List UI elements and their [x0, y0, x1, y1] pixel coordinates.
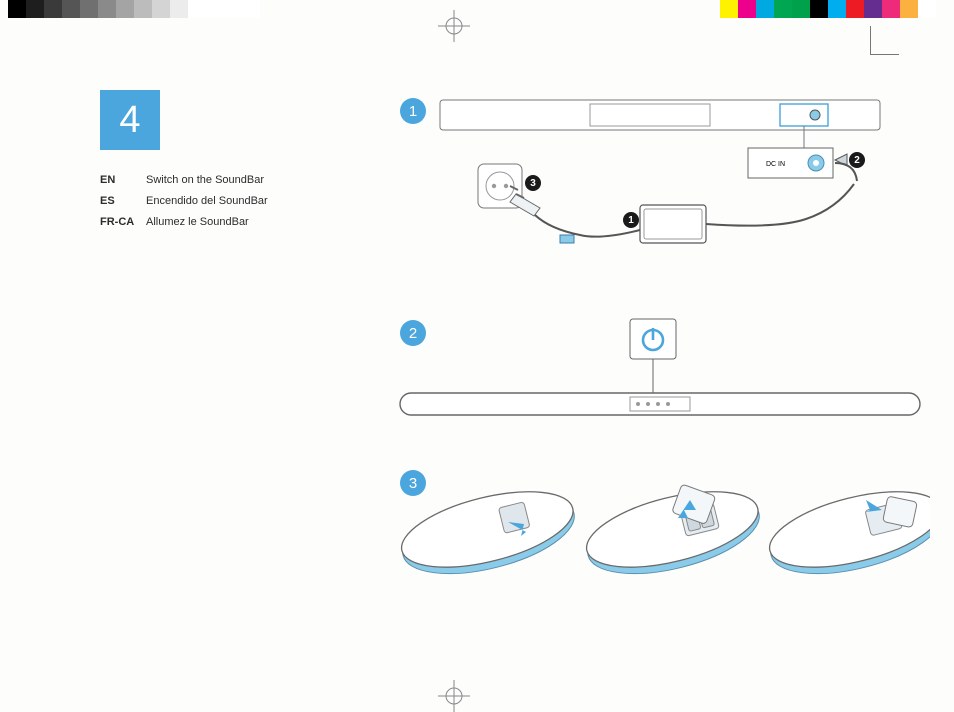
lang-code: EN: [100, 170, 146, 191]
substep-number: 3: [525, 175, 541, 191]
substep-number: 1: [623, 212, 639, 228]
swatch: [8, 0, 26, 18]
section-number-badge: 4: [100, 90, 160, 150]
swatch: [918, 0, 936, 18]
lang-text: Allumez le SoundBar: [146, 212, 249, 233]
print-grayscale-bar: [8, 0, 260, 18]
registration-mark-top: [438, 10, 470, 42]
lang-code: FR-CA: [100, 212, 146, 233]
swatch: [756, 0, 774, 18]
swatch: [98, 0, 116, 18]
language-instructions: ENSwitch on the SoundBarESEncendido del …: [100, 170, 268, 233]
lang-row: FR-CAAllumez le SoundBar: [100, 212, 268, 233]
swatch: [738, 0, 756, 18]
swatch: [80, 0, 98, 18]
swatch: [62, 0, 80, 18]
lang-row: ESEncendido del SoundBar: [100, 191, 268, 212]
swatch: [720, 0, 738, 18]
lang-text: Encendido del SoundBar: [146, 191, 268, 212]
swatch: [188, 0, 206, 18]
lang-text: Switch on the SoundBar: [146, 170, 264, 191]
figure-step1-power-connection: DC IN: [430, 90, 890, 270]
figure-step2-power-button: [380, 315, 940, 445]
substep-number: 2: [849, 152, 865, 168]
dcin-label: DC IN: [766, 161, 785, 168]
swatch: [224, 0, 242, 18]
lang-code: ES: [100, 191, 146, 212]
swatch: [44, 0, 62, 18]
swatch: [134, 0, 152, 18]
swatch: [882, 0, 900, 18]
swatch: [26, 0, 44, 18]
swatch: [792, 0, 810, 18]
lang-row: ENSwitch on the SoundBar: [100, 170, 268, 191]
figure-step3-remote-battery: [390, 470, 930, 630]
step-number: 1: [400, 98, 426, 124]
manual-page: 4 ENSwitch on the SoundBarESEncendido de…: [50, 40, 904, 704]
swatch: [206, 0, 224, 18]
swatch: [864, 0, 882, 18]
print-color-bar: [720, 0, 936, 18]
swatch: [828, 0, 846, 18]
swatch: [116, 0, 134, 18]
swatch: [774, 0, 792, 18]
swatch: [152, 0, 170, 18]
swatch: [846, 0, 864, 18]
swatch: [900, 0, 918, 18]
swatch: [170, 0, 188, 18]
swatch: [810, 0, 828, 18]
swatch: [242, 0, 260, 18]
